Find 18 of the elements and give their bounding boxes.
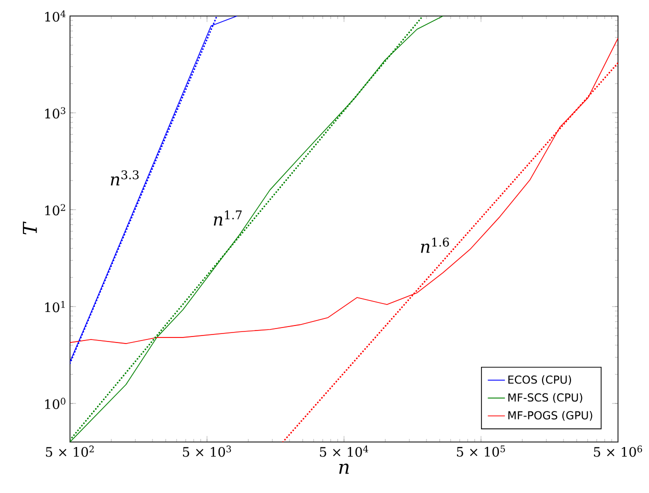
legend-label: MF-SCS (CPU) <box>508 393 582 403</box>
annotation: n$^{3.3}$ <box>110 170 139 186</box>
x-axis-title: n <box>339 464 349 474</box>
annotation: n$^{1.6}$ <box>420 238 449 253</box>
x-tick-label: 5 × 10$^{6}$ <box>594 446 642 457</box>
legend-label: ECOS (CPU) <box>508 375 572 386</box>
y-tick-label: 10$^{3}$ <box>45 107 66 119</box>
x-tick-label: 5 × 10$^{5}$ <box>456 446 505 457</box>
annotation: n$^{1.7}$ <box>214 210 242 226</box>
y-tick-label: 10$^{1}$ <box>45 300 65 312</box>
y-tick-label: 10$^{4}$ <box>45 10 66 22</box>
x-tick-label: 5 × 10$^{3}$ <box>182 446 231 457</box>
y-tick-label: 10$^{2}$ <box>45 204 66 216</box>
y-tick-label: 10$^{0}$ <box>45 398 66 410</box>
legend-label: MF-POGS (GPU) <box>508 410 592 421</box>
x-tick-label: 5 × 10$^{4}$ <box>320 446 368 457</box>
x-tick-label: 5 × 10$^{2}$ <box>46 446 94 457</box>
y-axis-title: T <box>22 221 37 234</box>
